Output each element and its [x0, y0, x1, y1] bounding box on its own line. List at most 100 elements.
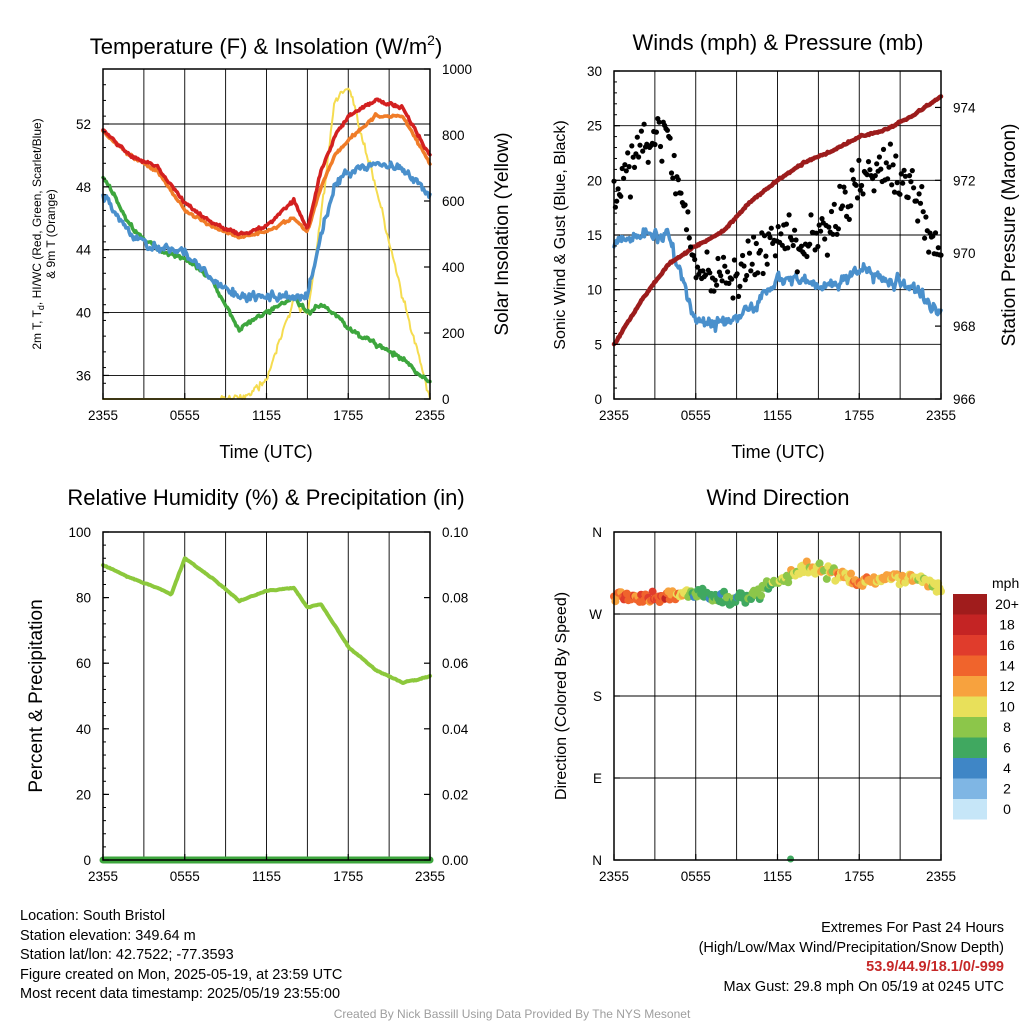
y-tick-label: 0 [83, 853, 91, 868]
gust-point [622, 162, 628, 168]
gust-point [619, 165, 625, 172]
gust-point [883, 160, 889, 166]
legend-label: 12 [999, 678, 1015, 694]
gust-point [856, 157, 862, 163]
legend-swatch [953, 778, 987, 799]
y2-tick-label: 966 [953, 392, 976, 407]
temperature-ylabel-right: Solar Insolation (Yellow) [492, 132, 513, 335]
legend-label: 16 [999, 637, 1015, 653]
y-tick-label: 80 [76, 591, 91, 606]
y2-tick-label: 0.10 [442, 525, 468, 540]
gust-point [837, 183, 843, 189]
x-tick-label: 2355 [88, 408, 118, 423]
gust-point [640, 148, 646, 154]
direction-point [815, 559, 824, 568]
x-tick-label: 0555 [170, 408, 200, 423]
wind-direction-panel: Wind Direction 2355 0555 1155 1755 2355 N W S E… [553, 485, 1019, 884]
gust-point [614, 198, 620, 204]
gust-point [794, 269, 800, 275]
gust-point [744, 272, 750, 279]
legend-label: 8 [1003, 719, 1011, 735]
wind-direction-x-ticks: 2355 0555 1155 1755 2355 [599, 854, 956, 884]
gust-point [894, 180, 900, 186]
gust-point [917, 200, 924, 206]
gust-point [819, 216, 825, 222]
x-tick-label: 2355 [415, 869, 445, 884]
gust-point [715, 255, 721, 262]
figure-created: Figure created on Mon, 2025-05-19, at 23… [20, 966, 343, 983]
x-tick-label: 2355 [88, 869, 118, 884]
gust-point [737, 283, 743, 289]
humidity-panel: Relative Humidity (%) & Precipitation (i… [26, 485, 469, 884]
gust-point [664, 127, 671, 133]
gust-point [638, 128, 645, 134]
gust-point [920, 209, 926, 215]
wind-direction-left-ticks: N W S E N [589, 525, 620, 868]
x-tick-label: 2355 [926, 408, 956, 423]
gust-point [686, 235, 692, 241]
temperature-panel: Temperature (F) & Insolation (W/m2) 2355… [30, 32, 513, 462]
winds-title: Winds (mph) & Pressure (mb) [633, 30, 924, 55]
y2-tick-label: 968 [953, 319, 976, 334]
gust-point [631, 164, 638, 170]
temperature-left-ticks: 36 40 44 48 52 [76, 68, 109, 400]
gust-point [688, 244, 694, 250]
gust-point [828, 208, 835, 215]
gust-point [641, 121, 647, 127]
x-tick-label: 1155 [252, 869, 281, 884]
x-tick-label: 2355 [415, 408, 445, 423]
y2-tick-label: 0.00 [442, 853, 468, 868]
gust-point [935, 245, 941, 251]
gust-point [637, 142, 643, 148]
legend-swatch [953, 614, 987, 635]
gust-point [742, 277, 748, 283]
gust-point [816, 222, 822, 228]
gust-point [761, 233, 768, 239]
y-tick-label: E [593, 771, 602, 786]
gust-point [634, 134, 640, 140]
gust-point [692, 256, 698, 263]
gust-point [725, 269, 731, 275]
legend-label: 20+ [995, 596, 1019, 612]
direction-point [847, 569, 855, 578]
gust-point [707, 270, 713, 276]
gust-point [760, 270, 766, 277]
gust-point [864, 172, 870, 178]
y2-tick-label: 600 [442, 194, 465, 209]
humidity-grid [143, 532, 390, 860]
x-tick-label: 1755 [333, 869, 363, 884]
y-tick-label: 52 [76, 117, 91, 132]
gust-point [748, 268, 754, 274]
gust-point [808, 212, 814, 218]
gust-point [860, 191, 866, 197]
gust-point [893, 153, 899, 159]
y2-tick-label: 972 [953, 173, 976, 188]
extremes-box: Extremes For Past 24 Hours (High/Low/Max… [699, 919, 1004, 997]
gust-point [872, 173, 878, 179]
gust-point [886, 164, 892, 170]
gust-point [923, 214, 929, 220]
gust-point [746, 250, 753, 256]
humidity-line [101, 556, 432, 685]
y-tick-label: 40 [76, 722, 91, 737]
gust-point [718, 273, 724, 279]
gust-point [685, 209, 691, 215]
gust-point [670, 175, 676, 181]
gust-point [849, 167, 855, 173]
gust-point [880, 146, 887, 152]
gust-point [841, 184, 847, 190]
gust-point [711, 288, 717, 294]
gust-point [656, 119, 662, 125]
gust-point [694, 264, 701, 270]
gust-point [890, 162, 896, 168]
direction-point [757, 591, 766, 600]
gust-point [885, 176, 891, 182]
gust-point [767, 234, 773, 241]
y-tick-label: S [593, 689, 602, 704]
gust-point [625, 150, 631, 156]
gust-point [850, 176, 857, 182]
legend-swatch [953, 696, 987, 717]
gust-point [932, 230, 939, 236]
legend-swatch [953, 655, 987, 676]
gust-point [857, 187, 863, 193]
